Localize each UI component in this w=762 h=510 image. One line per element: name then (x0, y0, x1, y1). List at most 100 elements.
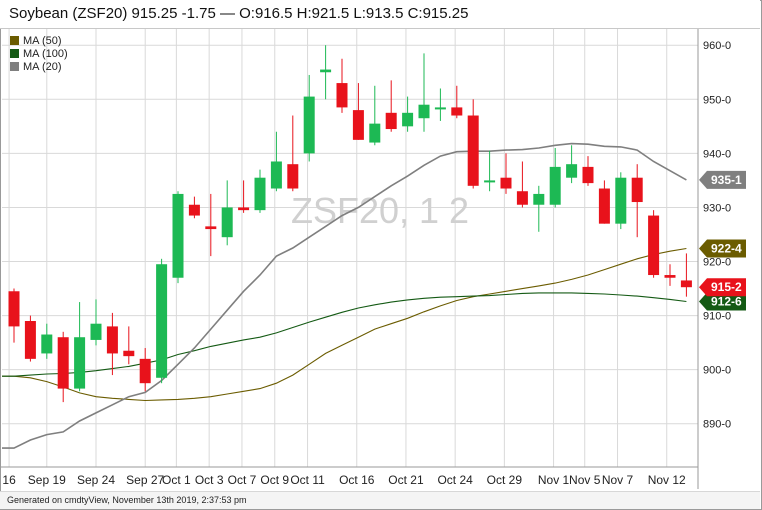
candle[interactable] (418, 53, 430, 132)
grid (2, 29, 698, 467)
candle[interactable] (648, 210, 660, 278)
candle[interactable] (582, 156, 594, 186)
candle-body (336, 83, 348, 108)
price-tag: 935-1 (699, 170, 746, 189)
candle-body (549, 166, 561, 205)
candle[interactable] (680, 253, 692, 297)
candle[interactable] (106, 312, 118, 376)
candle[interactable] (484, 150, 496, 192)
candle[interactable] (238, 180, 250, 213)
y-tick-label: 930-0 (703, 202, 731, 214)
candles[interactable] (8, 45, 692, 403)
candle[interactable] (664, 264, 676, 286)
candle[interactable] (123, 326, 135, 365)
y-tick-label: 900-0 (703, 365, 731, 377)
candle[interactable] (287, 115, 299, 192)
candle-body (74, 337, 86, 389)
x-tick-label: Nov 5 (569, 473, 601, 487)
price-tag-bg (699, 278, 746, 297)
candle[interactable] (369, 85, 381, 146)
candle[interactable] (139, 348, 151, 392)
candle[interactable] (74, 302, 86, 392)
candle-body (57, 337, 69, 389)
candle[interactable] (156, 258, 168, 384)
candle-body (8, 291, 20, 327)
x-tick-label: Oct 11 (290, 473, 325, 487)
candle[interactable] (90, 299, 102, 346)
watermark: ZSF20, 1 2 (291, 190, 469, 231)
candle[interactable] (41, 323, 53, 359)
candle-body (533, 193, 545, 205)
candle[interactable] (566, 145, 578, 184)
price-tag-bg (699, 292, 746, 311)
legend-item-ma50[interactable]: MA (50) (10, 34, 68, 47)
candle-body (139, 358, 151, 384)
candle[interactable] (533, 185, 545, 232)
legend-item-ma100[interactable]: MA (100) (10, 47, 68, 60)
candle[interactable] (467, 99, 479, 189)
price-tag: 922-4 (699, 239, 746, 258)
price-tag: 915-2 (699, 278, 746, 297)
x-tick-label: 16 (2, 473, 16, 487)
candle-body (352, 110, 364, 140)
candle-body (680, 280, 692, 288)
legend-swatch-ma20 (10, 62, 19, 71)
candle-body (123, 350, 135, 357)
candle[interactable] (24, 315, 36, 362)
candle[interactable] (8, 288, 20, 343)
chart-title: Soybean (ZSF20) 915.25 -1.75 — O:916.5 H… (9, 5, 469, 22)
candle-body (41, 334, 53, 354)
candle-body (188, 204, 200, 216)
y-tick-label: 940-0 (703, 148, 731, 160)
candle[interactable] (336, 58, 348, 113)
legend-label-ma100: MA (100) (23, 47, 68, 60)
candle-body (205, 226, 217, 230)
candle-body (172, 193, 184, 278)
candle-body (369, 123, 381, 143)
candle[interactable] (402, 96, 414, 132)
candle[interactable] (221, 180, 233, 246)
candle-body (385, 112, 397, 130)
price-tag-bg (699, 239, 746, 258)
candle[interactable] (303, 74, 315, 162)
candle[interactable] (516, 161, 528, 208)
candle[interactable] (598, 180, 610, 224)
legend-swatch-ma50 (10, 36, 19, 45)
candle[interactable] (205, 193, 217, 257)
candle[interactable] (615, 172, 627, 230)
ma50-line (2, 247, 687, 402)
candle[interactable] (57, 331, 69, 403)
candle-body (598, 188, 610, 224)
candle-body (615, 177, 627, 224)
candle-body (287, 164, 299, 189)
y-tick-label: 910-0 (703, 311, 731, 323)
candle-body (582, 166, 594, 184)
candle[interactable] (451, 85, 463, 119)
legend-item-ma20[interactable]: MA (20) (10, 60, 68, 73)
candle-body (648, 215, 660, 276)
x-tick-label: Nov 12 (648, 473, 686, 487)
candle[interactable] (254, 169, 266, 213)
price-tag-bg (699, 170, 746, 189)
legend[interactable]: MA (50) MA (100) MA (20) (10, 34, 68, 73)
candle-body (90, 323, 102, 340)
candle[interactable] (500, 153, 512, 194)
candle[interactable] (434, 88, 446, 121)
legend-label-ma20: MA (20) (23, 60, 62, 73)
candle-body (434, 107, 446, 110)
y-tick-label: 890-0 (703, 419, 731, 431)
candle[interactable] (352, 83, 364, 140)
candle[interactable] (188, 196, 200, 219)
price-tag: 912-6 (699, 292, 746, 311)
candle[interactable] (549, 147, 561, 208)
candle[interactable] (385, 80, 397, 132)
candle[interactable] (172, 191, 184, 284)
legend-label-ma50: MA (50) (23, 34, 62, 47)
chart-header: Soybean (ZSF20) 915.25 -1.75 — O:916.5 H… (0, 0, 760, 29)
candle[interactable] (631, 164, 643, 238)
candle[interactable] (320, 45, 332, 100)
candle[interactable] (270, 131, 282, 192)
x-tick-label: Nov 1 (538, 473, 570, 487)
